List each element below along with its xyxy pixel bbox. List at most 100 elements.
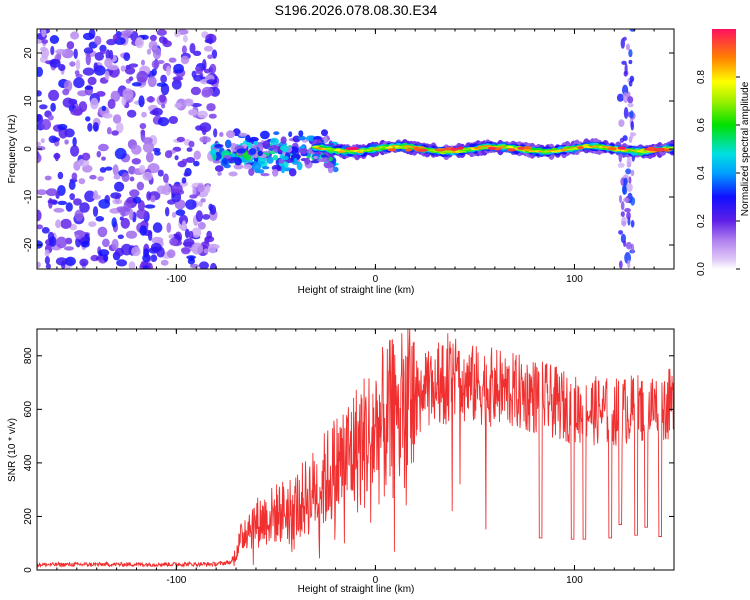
heat-cell	[297, 135, 306, 141]
heat-cell	[207, 54, 214, 60]
heat-cell	[201, 125, 207, 136]
heat-cell	[125, 230, 138, 239]
heat-cell	[47, 114, 54, 121]
heat-cell	[45, 263, 51, 269]
heat-cell	[141, 111, 147, 118]
heat-cell	[103, 254, 109, 262]
heat-cell	[171, 79, 182, 90]
heat-cell	[628, 176, 632, 185]
heat-cell	[64, 139, 69, 145]
heat-cell	[111, 217, 117, 228]
heat-cell	[191, 70, 197, 79]
heat-cell	[262, 166, 270, 170]
heat-cell	[222, 157, 228, 165]
heat-cell	[179, 180, 188, 187]
heat-cell	[214, 144, 224, 148]
heat-cell	[630, 120, 634, 131]
heat-cell	[88, 29, 96, 39]
heat-cell	[193, 160, 200, 167]
heat-cell	[78, 101, 88, 113]
heat-cell	[70, 145, 80, 157]
heat-cell	[290, 153, 300, 161]
heat-cell	[188, 140, 195, 148]
heat-cell	[141, 59, 145, 66]
heat-cell	[323, 136, 328, 144]
heat-cell	[37, 209, 42, 222]
heat-cell	[191, 227, 202, 238]
heat-cell	[162, 40, 172, 48]
heat-cell	[48, 89, 60, 101]
heat-cell	[106, 127, 112, 135]
heat-cell	[69, 61, 76, 67]
heat-cell	[149, 195, 156, 203]
heat-cell	[189, 194, 198, 199]
heat-cell	[313, 155, 319, 160]
heat-cell	[147, 76, 157, 88]
heat-cell	[98, 143, 109, 152]
heat-cell	[44, 256, 51, 265]
heat-cell	[146, 96, 155, 103]
heat-cell	[626, 183, 633, 192]
heat-cell	[332, 166, 339, 173]
heat-cell	[166, 249, 176, 259]
heat-cell	[148, 40, 158, 51]
heat-cell	[57, 171, 64, 180]
heat-cell	[114, 147, 127, 160]
heat-cell	[85, 53, 92, 66]
spectrogram-xlabel: Height of straight line (km)	[298, 285, 415, 296]
heat-cell	[139, 225, 147, 236]
heat-cell	[89, 174, 97, 180]
heat-cell	[54, 152, 60, 162]
heat-cell	[214, 165, 224, 172]
heat-cell	[105, 166, 113, 171]
heat-cell	[41, 39, 49, 44]
heat-cell	[244, 154, 252, 161]
heat-cell	[630, 196, 636, 206]
heat-cell	[69, 193, 75, 201]
heat-cell	[628, 80, 633, 87]
heat-cell	[474, 147, 483, 150]
heat-cell	[626, 156, 632, 167]
heat-cell	[174, 31, 181, 38]
heat-cell	[630, 220, 635, 228]
heat-cell	[88, 221, 97, 228]
heat-cell	[84, 190, 96, 203]
heat-cell	[113, 174, 121, 180]
heat-peak	[413, 147, 420, 151]
heat-cell	[98, 199, 111, 209]
snr-xtick-label: 0	[373, 575, 379, 586]
heat-cell	[189, 43, 196, 54]
heat-cell	[47, 199, 58, 204]
heat-cell	[57, 123, 68, 131]
heat-cell	[624, 63, 628, 75]
heat-cell	[324, 147, 333, 150]
heat-cell	[324, 162, 334, 169]
spectrogram-ylabel: Frequency (Hz)	[7, 115, 18, 184]
heat-cell	[464, 149, 473, 152]
heat-cell	[112, 34, 119, 42]
heat-cell	[628, 59, 633, 65]
heat-cell	[128, 63, 139, 68]
heat-cell	[136, 70, 148, 83]
heat-cell	[129, 176, 135, 182]
heat-cell	[74, 209, 84, 222]
heat-cell	[73, 48, 78, 59]
heat-cell	[174, 155, 179, 161]
heat-cell	[249, 136, 259, 142]
heat-cell	[44, 175, 52, 181]
heat-peak	[506, 148, 516, 152]
heat-cell	[37, 141, 41, 147]
heat-cell	[233, 163, 244, 170]
heat-cell	[181, 158, 188, 165]
heat-cell	[272, 154, 278, 161]
heat-cell	[189, 263, 200, 269]
heat-cell	[82, 67, 95, 76]
heat-cell	[85, 116, 91, 122]
heat-cell	[145, 152, 154, 163]
snr-xtick-label: -100	[166, 575, 186, 586]
heat-cell	[288, 168, 297, 177]
heat-cell	[181, 247, 191, 255]
heat-cell	[165, 65, 171, 76]
heat-cell	[124, 67, 136, 75]
heat-cell	[166, 222, 172, 233]
